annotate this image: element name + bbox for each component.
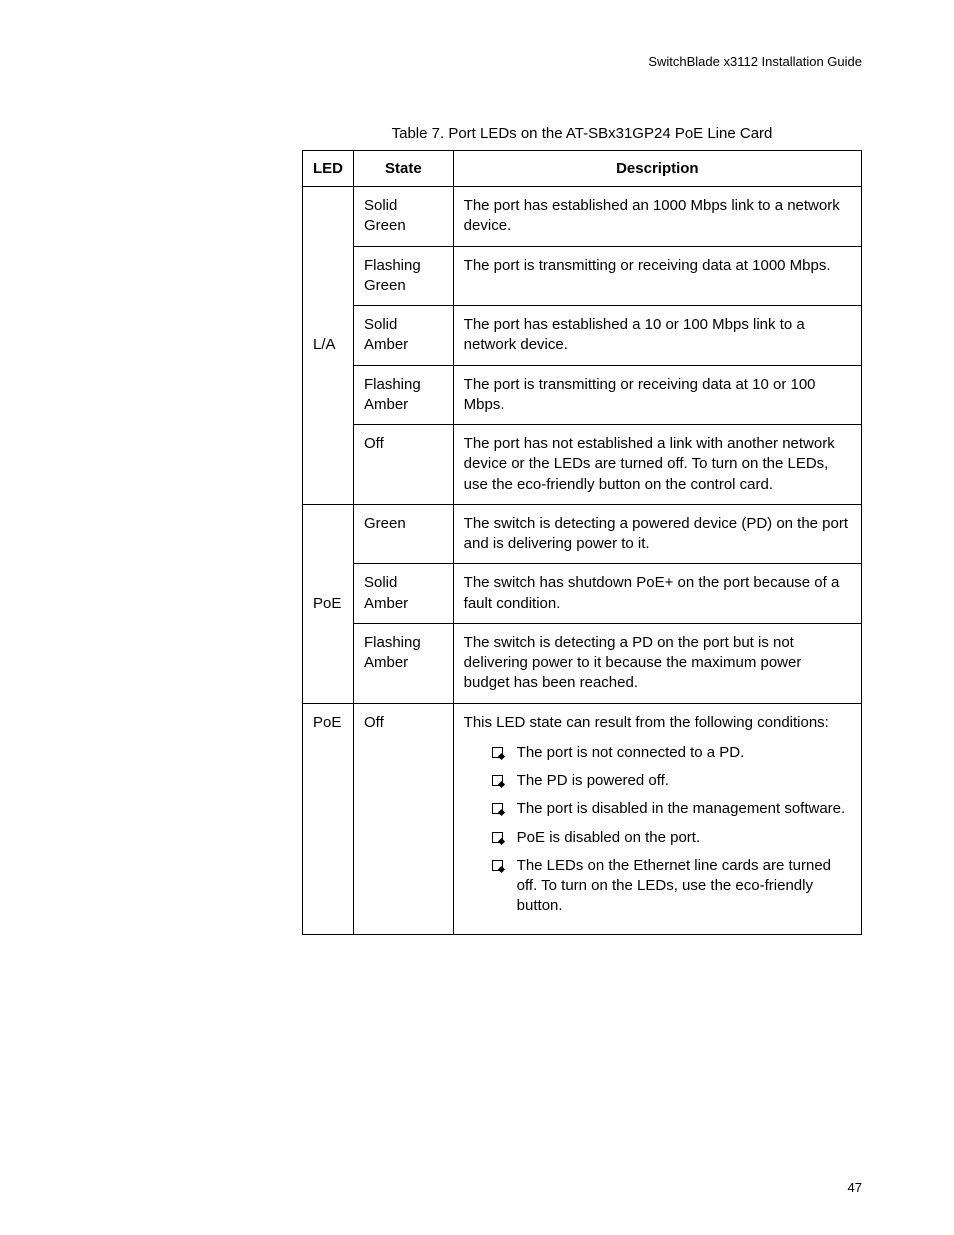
state-cell: Solid Amber <box>354 564 454 624</box>
state-cell: Solid Amber <box>354 306 454 366</box>
led-cell: L/A <box>303 187 354 505</box>
bullet-text: The port is not connected to a PD. <box>517 743 851 763</box>
col-header-description: Description <box>453 151 861 187</box>
led-cell: PoE <box>303 504 354 703</box>
table-row: Solid Amber The switch has shutdown PoE+… <box>303 564 862 624</box>
list-item: The port is not connected to a PD. <box>464 743 851 763</box>
list-item: The port is disabled in the management s… <box>464 799 851 819</box>
led-cell: PoE <box>303 703 354 934</box>
state-cell: Off <box>354 425 454 505</box>
state-cell: Off <box>354 703 454 934</box>
desc-cell: The switch has shutdown PoE+ on the port… <box>453 564 861 624</box>
bullet-text: The PD is powered off. <box>517 771 851 791</box>
state-cell: Flashing Amber <box>354 623 454 703</box>
desc-cell: The switch is detecting a powered device… <box>453 504 861 564</box>
bullet-icon <box>492 775 503 786</box>
list-item: The LEDs on the Ethernet line cards are … <box>464 856 851 917</box>
desc-intro: This LED state can result from the follo… <box>464 713 851 733</box>
col-header-led: LED <box>303 151 354 187</box>
bullet-icon <box>492 860 503 871</box>
desc-cell: The switch is detecting a PD on the port… <box>453 623 861 703</box>
bullet-text: The port is disabled in the management s… <box>517 799 851 819</box>
table-header-row: LED State Description <box>303 151 862 187</box>
state-cell: Flashing Green <box>354 246 454 306</box>
bullet-text: The LEDs on the Ethernet line cards are … <box>517 856 851 917</box>
table-row: Flashing Green The port is transmitting … <box>303 246 862 306</box>
led-table: LED State Description L/A Solid Green Th… <box>302 150 862 935</box>
state-cell: Green <box>354 504 454 564</box>
table-row: Off The port has not established a link … <box>303 425 862 505</box>
desc-cell: This LED state can result from the follo… <box>453 703 861 934</box>
doc-header: SwitchBlade x3112 Installation Guide <box>92 54 862 69</box>
list-item: The PD is powered off. <box>464 771 851 791</box>
table-row: PoE Green The switch is detecting a powe… <box>303 504 862 564</box>
desc-cell: The port is transmitting or receiving da… <box>453 365 861 425</box>
bullet-icon <box>492 832 503 843</box>
state-cell: Flashing Amber <box>354 365 454 425</box>
table-row: Flashing Amber The port is transmitting … <box>303 365 862 425</box>
state-cell: Solid Green <box>354 187 454 247</box>
desc-cell: The port has established an 1000 Mbps li… <box>453 187 861 247</box>
desc-cell: The port has established a 10 or 100 Mbp… <box>453 306 861 366</box>
desc-cell: The port has not established a link with… <box>453 425 861 505</box>
table-caption: Table 7. Port LEDs on the AT-SBx31GP24 P… <box>302 125 862 142</box>
list-item: PoE is disabled on the port. <box>464 828 851 848</box>
bullet-text: PoE is disabled on the port. <box>517 828 851 848</box>
page-number: 47 <box>848 1180 862 1195</box>
bullet-icon <box>492 803 503 814</box>
table-row: L/A Solid Green The port has established… <box>303 187 862 247</box>
table-row: Solid Amber The port has established a 1… <box>303 306 862 366</box>
table-row: Flashing Amber The switch is detecting a… <box>303 623 862 703</box>
col-header-state: State <box>354 151 454 187</box>
bullet-icon <box>492 747 503 758</box>
desc-cell: The port is transmitting or receiving da… <box>453 246 861 306</box>
table-row: PoE Off This LED state can result from t… <box>303 703 862 934</box>
bullet-list: The port is not connected to a PD. The P… <box>464 743 851 917</box>
